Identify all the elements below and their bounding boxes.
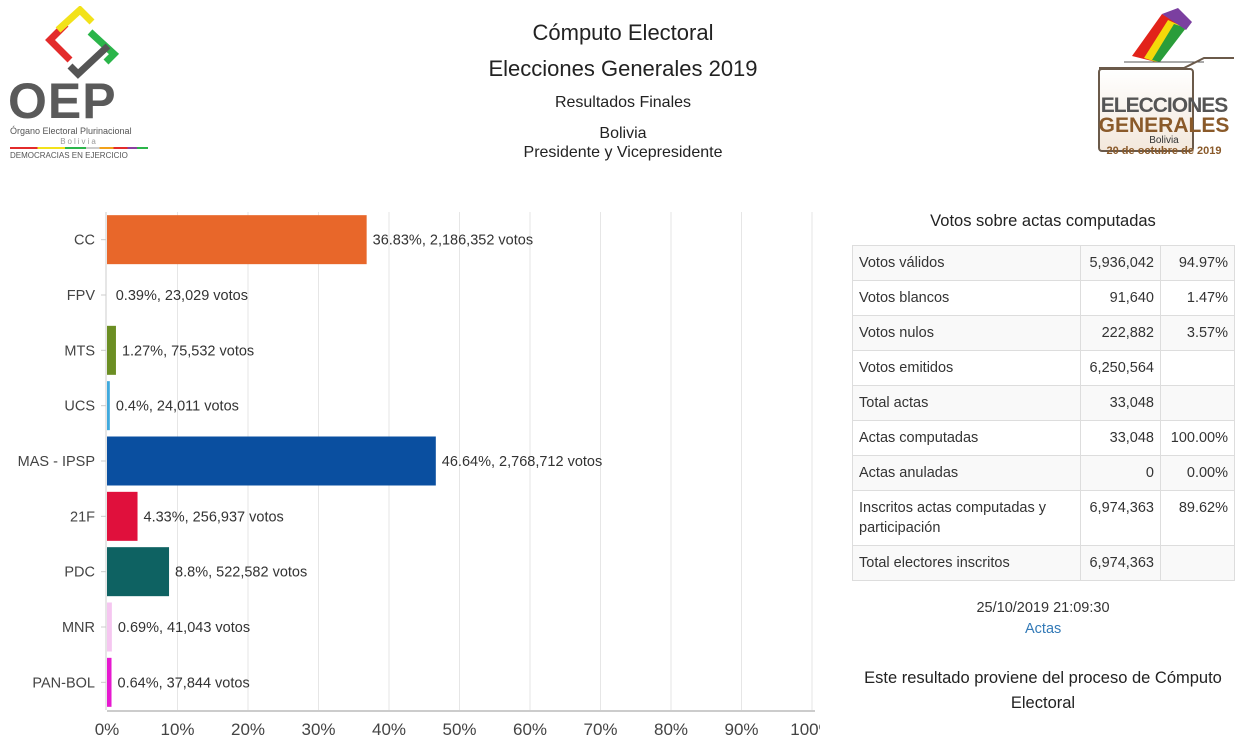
category-label: UCS: [64, 399, 95, 415]
oep-line3: DEMOCRACIAS EN EJERCICIO: [10, 151, 128, 160]
x-tick-label: 0%: [95, 720, 120, 739]
summary-value: 0: [1080, 455, 1161, 491]
x-tick-label: 60%: [513, 720, 547, 739]
bar-mas-ipsp: [107, 436, 436, 486]
data-label: 4.33%, 256,937 votos: [144, 509, 284, 525]
x-tick-label: 30%: [301, 720, 335, 739]
bar-ucs: [107, 381, 110, 431]
summary-row: Actas computadas 33,048 100.00%: [851, 420, 1235, 456]
logo-date: 20 de octubre de 2019: [1106, 145, 1222, 157]
bar-cc: [107, 215, 367, 265]
data-label: 1.27%, 75,532 votos: [122, 343, 254, 359]
summary-label: Total actas: [851, 385, 1082, 421]
data-label: 0.39%, 23,029 votos: [116, 288, 248, 304]
region-label: Bolivia: [599, 125, 647, 142]
bar-pdc: [107, 547, 170, 597]
bar-mts: [107, 325, 116, 375]
summary-value: 6,974,363: [1080, 545, 1161, 581]
summary-pct: 89.62%: [1160, 490, 1235, 546]
bar-21f: [107, 491, 138, 541]
page-title: Cómputo Electoral: [532, 20, 714, 45]
bar-pan-bol: [107, 657, 112, 707]
timestamp: 25/10/2019 21:09:30: [976, 600, 1110, 616]
category-label: FPV: [67, 288, 96, 304]
logo-generales: GENERALES: [1098, 114, 1230, 137]
summary-pct: [1160, 385, 1235, 421]
summary-pct: 1.47%: [1160, 280, 1235, 316]
oep-acronym: OEP: [8, 73, 117, 129]
x-tick-label: 100%: [790, 720, 820, 739]
x-tick-label: 50%: [442, 720, 476, 739]
summary-value: 5,936,042: [1080, 245, 1161, 281]
summary-row: Total actas 33,048: [851, 385, 1235, 421]
oep-line2: Bolivia: [60, 137, 98, 146]
summary-row: Votos emitidos 6,250,564: [851, 350, 1235, 386]
summary-title: Votos sobre actas computadas: [930, 212, 1156, 230]
x-tick-label: 70%: [583, 720, 617, 739]
bar-mnr: [107, 602, 112, 652]
actas-link[interactable]: Actas: [1025, 621, 1062, 637]
page-subtitle: Elecciones Generales 2019: [488, 56, 758, 81]
color-stripe: [10, 147, 148, 149]
elecciones-logo: ELECCIONES GENERALES Bolivia 20 de octub…: [1094, 6, 1239, 162]
summary-label: Votos emitidos: [851, 350, 1082, 386]
data-label: 8.8%, 522,582 votos: [175, 565, 307, 581]
data-label: 0.4%, 24,011 votos: [116, 399, 239, 415]
logo-bolivia: Bolivia: [1149, 135, 1179, 146]
x-tick-label: 80%: [654, 720, 688, 739]
summary-value: 33,048: [1080, 385, 1161, 421]
category-label: MTS: [64, 343, 95, 359]
summary-pct: [1160, 545, 1235, 581]
oep-logo: OEP Órgano Electoral Plurinacional Boliv…: [8, 5, 153, 162]
summary-value: 222,882: [1080, 315, 1161, 351]
summary-label: Votos nulos: [851, 315, 1082, 351]
summary-row: Votos blancos 91,640 1.47%: [851, 280, 1235, 316]
data-label: 46.64%, 2,768,712 votos: [442, 454, 602, 470]
results-label: Resultados Finales: [554, 94, 692, 111]
ballot-box-icon: [1099, 8, 1234, 76]
summary-value: 6,974,363: [1080, 490, 1161, 546]
summary-value: 91,640: [1080, 280, 1161, 316]
x-tick-label: 40%: [372, 720, 406, 739]
summary-pct: 100.00%: [1160, 420, 1235, 456]
election-type: Presidente y Vicepresidente: [523, 144, 723, 161]
summary-value: 33,048: [1080, 420, 1161, 456]
summary-row: Actas anuladas 0 0.00%: [851, 455, 1235, 491]
category-label: MAS - IPSP: [18, 454, 95, 470]
category-label: CC: [74, 233, 95, 249]
logo-elecciones: ELECCIONES: [1100, 94, 1229, 117]
summary-row: Inscritos actas computadas y participaci…: [851, 490, 1235, 546]
summary-value: 6,250,564: [1080, 350, 1161, 386]
data-label: 36.83%, 2,186,352 votos: [373, 233, 533, 249]
summary-label: Votos válidos: [851, 245, 1082, 281]
summary-table: Votos válidos 5,936,042 94.97% Votos blanco…: [851, 245, 1235, 581]
x-tick-label: 10%: [160, 720, 194, 739]
results-bar-chart: 0% 10% 20% 30% 40% 50% 60% 70% 80% 90% 100% CC 36.83…: [18, 212, 820, 739]
oep-emblem-icon: [45, 5, 120, 79]
data-label: 0.69%, 41,043 votos: [118, 620, 250, 636]
summary-pct: 0.00%: [1160, 455, 1235, 491]
summary-label: Actas anuladas: [851, 455, 1082, 491]
summary-pct: [1160, 350, 1235, 386]
category-label: PAN-BOL: [32, 675, 95, 691]
summary-row: Total electores inscritos 6,974,363: [851, 545, 1235, 581]
summary-row: Votos válidos 5,936,042 94.97%: [851, 245, 1235, 281]
summary-pct: 3.57%: [1160, 315, 1235, 351]
summary-pct: 94.97%: [1160, 245, 1235, 281]
data-label: 0.64%, 37,844 votos: [118, 675, 250, 691]
oep-line1: Órgano Electoral Plurinacional: [10, 126, 132, 136]
summary-label: Votos blancos: [851, 280, 1082, 316]
x-tick-label: 20%: [231, 720, 265, 739]
summary-label: Total electores inscritos: [851, 545, 1082, 581]
summary-label: Actas computadas: [851, 420, 1082, 456]
category-label: 21F: [70, 509, 95, 525]
summary-label: Inscritos actas computadas y participaci…: [851, 490, 1082, 546]
summary-row: Votos nulos 222,882 3.57%: [851, 315, 1235, 351]
source-note: Este resultado proviene del proceso de C…: [864, 669, 1222, 712]
ballot-box: [1098, 68, 1194, 152]
bar-fpv: [107, 270, 110, 320]
x-tick-label: 90%: [724, 720, 758, 739]
category-label: PDC: [64, 565, 95, 581]
category-label: MNR: [62, 620, 95, 636]
